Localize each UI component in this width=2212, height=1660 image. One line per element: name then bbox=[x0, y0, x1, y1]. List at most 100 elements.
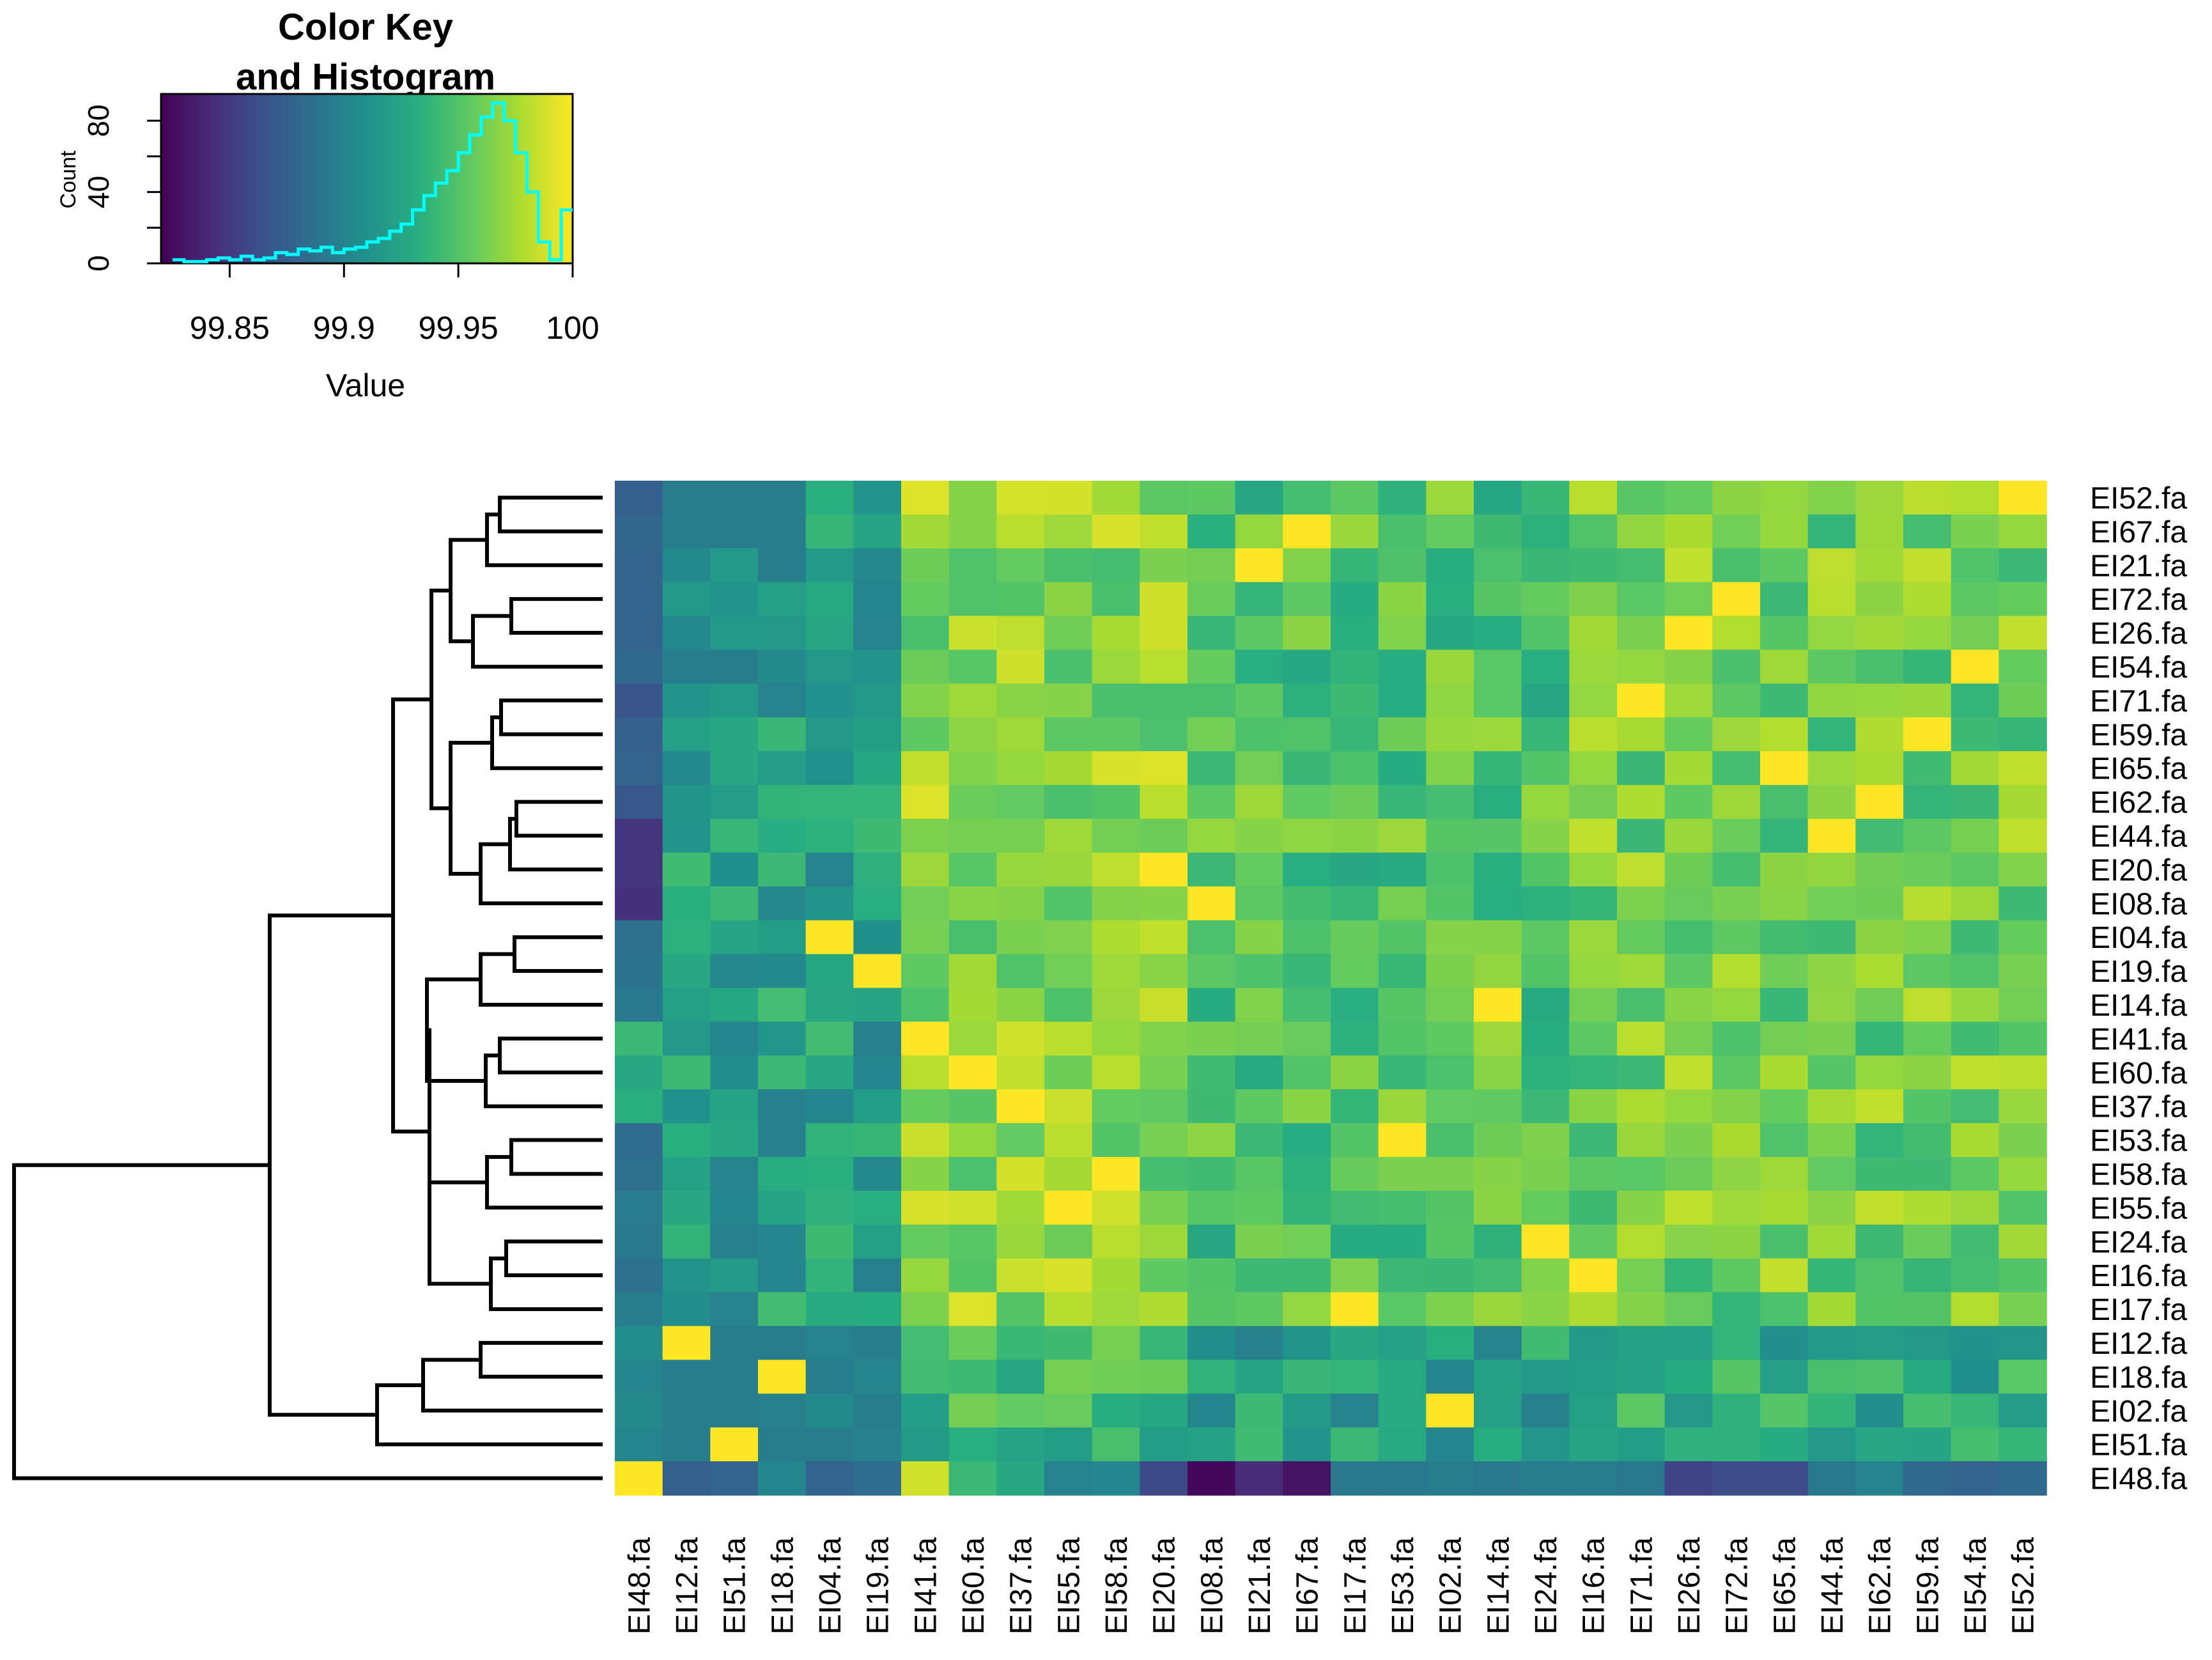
heatmap-cell bbox=[1951, 1326, 2000, 1361]
heatmap-cell bbox=[1426, 920, 1474, 955]
heatmap-cell bbox=[1044, 548, 1093, 583]
heatmap-cell bbox=[1569, 548, 1618, 583]
dendrogram-branch bbox=[509, 597, 603, 635]
heatmap-cell bbox=[1999, 1157, 2047, 1191]
heatmap-cell bbox=[1187, 1292, 1236, 1327]
heatmap-cell bbox=[1140, 1461, 1188, 1496]
heatmap-cell bbox=[805, 1427, 855, 1462]
dendrogram-branch bbox=[513, 935, 603, 973]
heatmap-cell bbox=[1378, 1157, 1427, 1191]
dendrogram-branch bbox=[504, 1239, 603, 1278]
heatmap-cell bbox=[710, 1258, 759, 1293]
heatmap-cell bbox=[948, 514, 998, 549]
heatmap-cell bbox=[1044, 1089, 1093, 1124]
heatmap-cell bbox=[1235, 988, 1284, 1023]
row-label: EI52.fa bbox=[2090, 482, 2187, 516]
heatmap-cell bbox=[1855, 616, 1904, 651]
heatmap-cell bbox=[1951, 1258, 2000, 1293]
row-label: EI44.fa bbox=[2090, 819, 2187, 853]
heatmap-cell bbox=[1140, 1055, 1188, 1090]
heatmap-cell bbox=[1474, 683, 1522, 718]
heatmap-cell bbox=[1140, 1089, 1188, 1124]
heatmap-cell bbox=[1999, 1021, 2047, 1057]
heatmap-cell bbox=[710, 819, 759, 853]
heatmap-cell bbox=[1331, 852, 1379, 887]
heatmap-cell bbox=[1855, 1326, 1904, 1361]
heatmap-cell bbox=[1474, 582, 1522, 617]
heatmap-cell bbox=[662, 785, 711, 819]
heatmap-cell bbox=[1664, 717, 1713, 752]
heatmap-cell bbox=[758, 1021, 807, 1057]
heatmap-cell bbox=[948, 886, 998, 921]
heatmap-cell bbox=[1092, 582, 1141, 617]
row-label: EI62.fa bbox=[2090, 786, 2187, 820]
heatmap-cell bbox=[1378, 1055, 1427, 1090]
heatmap-cell bbox=[948, 785, 998, 819]
heatmap-cell bbox=[1426, 852, 1474, 887]
heatmap-cell bbox=[853, 1055, 902, 1090]
heatmap-cell bbox=[901, 1461, 950, 1496]
heatmap-cell bbox=[1617, 1326, 1666, 1361]
heatmap-cell bbox=[758, 1224, 807, 1259]
heatmap-cell bbox=[1807, 886, 1857, 921]
heatmap-cell bbox=[1092, 988, 1141, 1023]
heatmap-cell bbox=[1855, 1360, 1904, 1395]
heatmap-cell bbox=[1951, 1157, 2000, 1191]
heatmap-cell bbox=[1140, 1021, 1188, 1057]
heatmap-cell bbox=[662, 1461, 711, 1496]
color-key-x-tick-label: 99.9 bbox=[313, 310, 375, 346]
heatmap-cell bbox=[710, 1326, 759, 1361]
heatmap-cell bbox=[996, 920, 1045, 955]
heatmap-cell bbox=[1664, 1326, 1713, 1361]
heatmap-cell bbox=[805, 1461, 855, 1496]
heatmap-cell bbox=[1044, 988, 1093, 1023]
heatmap-cell bbox=[901, 886, 950, 921]
heatmap-cell bbox=[1569, 616, 1618, 651]
heatmap-cell bbox=[1426, 1292, 1474, 1327]
heatmap-cell bbox=[1521, 548, 1570, 583]
heatmap-cell bbox=[948, 1292, 998, 1327]
heatmap-cell bbox=[1283, 1021, 1331, 1057]
dendrogram-branch bbox=[509, 1138, 603, 1176]
column-label: EI53.fa bbox=[1386, 1537, 1420, 1634]
heatmap-cell bbox=[1569, 1461, 1618, 1496]
heatmap-cell bbox=[710, 1123, 759, 1158]
heatmap-cell bbox=[615, 616, 663, 651]
heatmap-cell bbox=[853, 717, 902, 752]
heatmap-cell bbox=[1807, 1258, 1857, 1293]
heatmap-cell bbox=[1140, 988, 1188, 1023]
heatmap-cell bbox=[1807, 920, 1857, 955]
heatmap-cell bbox=[615, 717, 663, 752]
heatmap-cell bbox=[662, 751, 711, 786]
heatmap-cell bbox=[1760, 1157, 1809, 1191]
heatmap-cell bbox=[1378, 1190, 1427, 1225]
heatmap-cell bbox=[758, 819, 807, 853]
heatmap-cell bbox=[710, 683, 759, 718]
heatmap-cell bbox=[1617, 1393, 1666, 1428]
heatmap-cell bbox=[1283, 649, 1331, 685]
heatmap-cell bbox=[1712, 785, 1761, 819]
color-key-xlabel: Value bbox=[326, 368, 405, 403]
heatmap-cell bbox=[1760, 1258, 1809, 1293]
heatmap-cell bbox=[1760, 1360, 1809, 1395]
heatmap-cell bbox=[1521, 1360, 1570, 1395]
heatmap-cell bbox=[1951, 1461, 2000, 1496]
heatmap-cell bbox=[1426, 1427, 1474, 1462]
heatmap-cell bbox=[1283, 683, 1331, 718]
heatmap-cell bbox=[662, 1157, 711, 1191]
heatmap-cell bbox=[1617, 548, 1666, 583]
heatmap-cell bbox=[1283, 1123, 1331, 1158]
heatmap-cell bbox=[1235, 1021, 1284, 1057]
heatmap-cell bbox=[1951, 1089, 2000, 1124]
heatmap-cell bbox=[1044, 717, 1093, 752]
heatmap-cell bbox=[1951, 683, 2000, 718]
heatmap-cell bbox=[1140, 819, 1188, 853]
heatmap-cell bbox=[853, 819, 902, 853]
heatmap-cell bbox=[1951, 852, 2000, 887]
heatmap-cell bbox=[662, 819, 711, 853]
heatmap-cell bbox=[1092, 1021, 1141, 1057]
heatmap-cell bbox=[1235, 819, 1284, 853]
heatmap-cell bbox=[1474, 1055, 1522, 1090]
heatmap-cell bbox=[1903, 1326, 1952, 1361]
row-label: EI54.fa bbox=[2090, 651, 2187, 685]
